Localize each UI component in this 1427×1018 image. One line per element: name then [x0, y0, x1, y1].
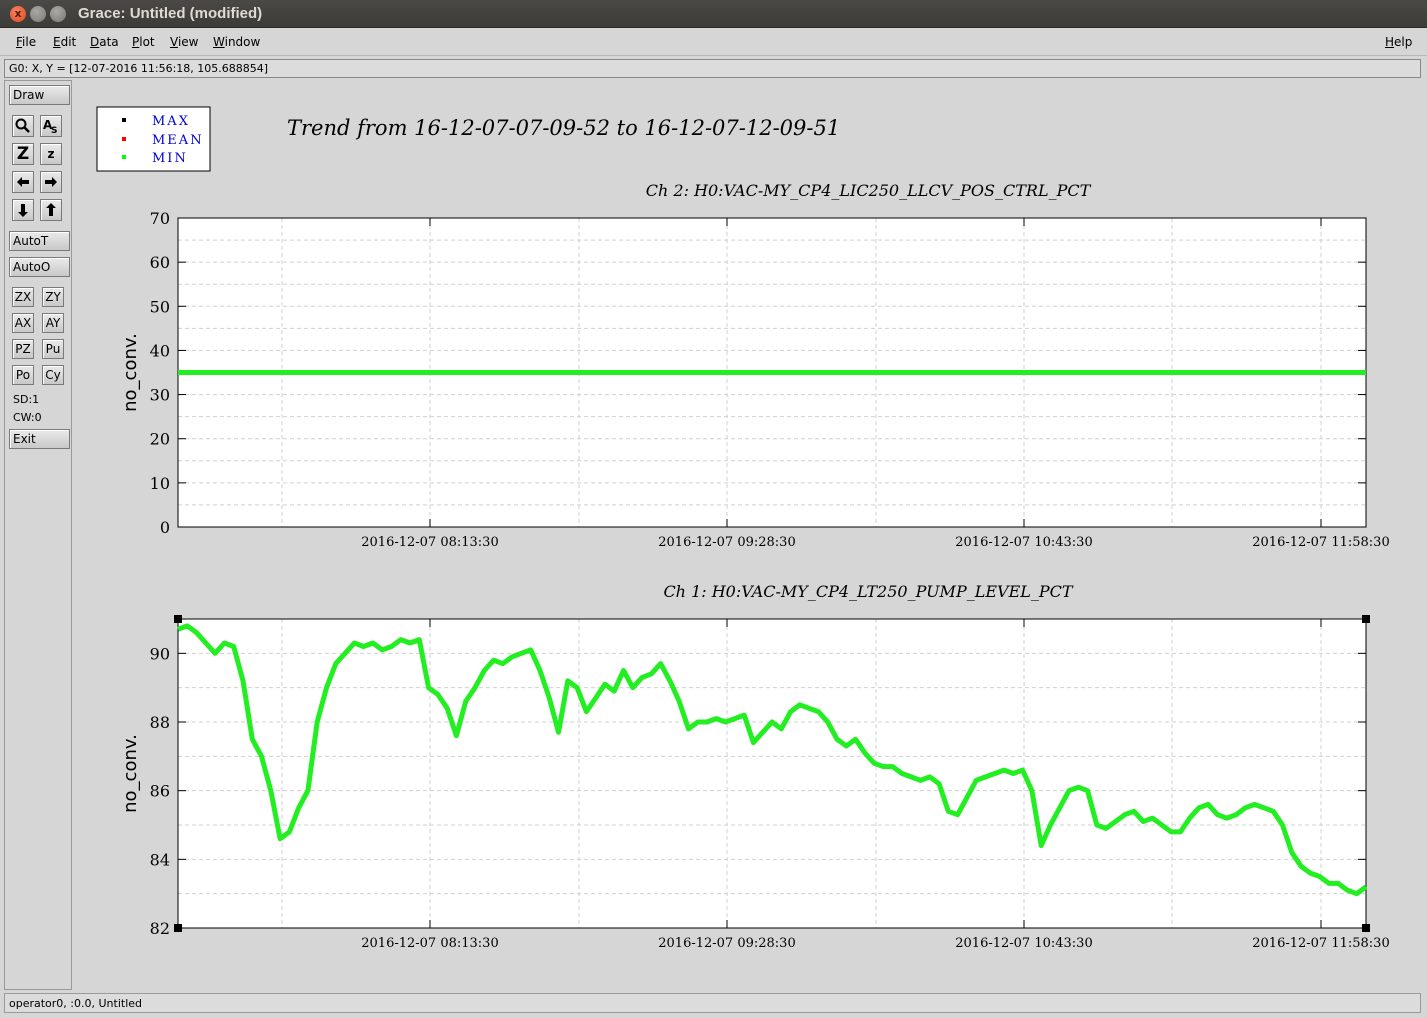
selection-handle: [1362, 924, 1370, 932]
down-arrow-icon[interactable]: [12, 199, 34, 221]
selection-handle: [174, 924, 182, 932]
x-tick-label: 2016-12-07 09:28:30: [658, 535, 795, 550]
legend-mean-marker: [122, 137, 126, 141]
y-tick-label: 82: [150, 919, 170, 938]
selection-handle: [1362, 615, 1370, 623]
y-tick-label: 88: [150, 713, 170, 732]
plot-canvas[interactable]: MAX MEAN MIN Trend from 16-12-07-07-09-5…: [74, 80, 1421, 990]
status-bar: operator0, :0.0, Untitled: [4, 993, 1421, 1013]
legend-min-marker: [122, 155, 126, 159]
ay-button[interactable]: AY: [42, 313, 64, 333]
left-arrow-icon[interactable]: [12, 171, 34, 193]
pz-button[interactable]: PZ: [12, 339, 34, 359]
legend-max-marker: [122, 118, 126, 122]
zy-button[interactable]: ZY: [42, 287, 64, 307]
menu-bar: File Edit Data Plot View Window Help: [0, 28, 1427, 56]
maximize-icon[interactable]: [50, 6, 66, 22]
pu-button[interactable]: Pu: [42, 339, 64, 359]
up-arrow-icon[interactable]: [40, 199, 62, 221]
y-tick-label: 10: [150, 474, 170, 493]
y-axis-label-2: no_conv.: [120, 734, 141, 813]
legend-min: MIN: [152, 151, 188, 166]
legend-mean: MEAN: [152, 133, 204, 148]
selection-handle: [174, 615, 182, 623]
series-line-2: [177, 623, 1368, 897]
right-arrow-icon[interactable]: [40, 171, 62, 193]
menu-help[interactable]: Help: [1385, 35, 1413, 49]
cy-button[interactable]: Cy: [42, 365, 64, 385]
svg-text:A: A: [43, 118, 53, 132]
x-tick-label: 2016-12-07 10:43:30: [955, 535, 1092, 550]
autot-button[interactable]: AutoT: [9, 231, 70, 251]
po-button[interactable]: Po: [12, 365, 34, 385]
menu-edit[interactable]: Edit: [53, 35, 77, 49]
x-tick-label: 2016-12-07 09:28:30: [658, 936, 795, 951]
chart-svg: MAX MEAN MIN Trend from 16-12-07-07-09-5…: [96, 106, 1390, 951]
menu-view[interactable]: View: [170, 35, 199, 49]
menu-file[interactable]: File: [16, 35, 37, 49]
y-tick-label: 84: [150, 850, 170, 869]
y-tick-label: 86: [150, 782, 170, 801]
zoom-icon[interactable]: [12, 115, 34, 137]
window-title: Grace: Untitled (modified): [78, 5, 263, 22]
menu-data[interactable]: Data: [90, 35, 119, 49]
y-tick-label: 90: [150, 644, 170, 663]
plot-title-2: Ch 1: H0:VAC-MY_CP4_LT250_PUMP_LEVEL_PCT: [663, 582, 1073, 601]
x-tick-label: 2016-12-07 10:43:30: [955, 936, 1092, 951]
plot-title-1: Ch 2: H0:VAC-MY_CP4_LIC250_LLCV_POS_CTRL…: [646, 181, 1092, 200]
y-tick-label: 60: [150, 253, 170, 272]
zoom-out-icon[interactable]: z: [40, 143, 62, 165]
ax-button[interactable]: AX: [12, 313, 34, 333]
x-tick-label: 2016-12-07 08:13:30: [361, 535, 498, 550]
y-tick-label: 0: [160, 518, 170, 537]
minimize-icon[interactable]: [30, 6, 46, 22]
cw-label: CW:0: [13, 411, 42, 424]
close-icon[interactable]: x: [10, 6, 26, 22]
x-tick-label: 2016-12-07 11:58:30: [1252, 936, 1389, 951]
y-tick-label: 50: [150, 297, 170, 316]
x-tick-label: 2016-12-07 08:13:30: [361, 936, 498, 951]
y-tick-label: 30: [150, 386, 170, 405]
y-tick-label: 20: [150, 430, 170, 449]
menu-plot[interactable]: Plot: [132, 35, 155, 49]
svg-text:S: S: [51, 126, 57, 136]
sd-label: SD:1: [13, 393, 40, 406]
x-tick-label: 2016-12-07 11:58:30: [1252, 535, 1389, 550]
legend-max: MAX: [152, 114, 190, 129]
legend: MAX MEAN MIN: [96, 106, 211, 172]
y-tick-label: 70: [150, 209, 170, 228]
title-bar: x Grace: Untitled (modified): [0, 0, 1427, 28]
zoom-in-icon[interactable]: Z: [12, 143, 34, 165]
zx-button[interactable]: ZX: [12, 287, 34, 307]
menu-window[interactable]: Window: [213, 35, 261, 49]
exit-button[interactable]: Exit: [9, 429, 70, 449]
locator-display: G0: X, Y = [12-07-2016 11:56:18, 105.688…: [4, 59, 1421, 78]
chart-title: Trend from 16-12-07-07-09-52 to 16-12-07…: [287, 116, 840, 140]
plot-frame-2: [177, 618, 1367, 929]
plot-area-2: [178, 619, 1366, 928]
y-axis-label-1: no_conv.: [120, 333, 141, 412]
draw-button[interactable]: Draw: [9, 85, 70, 105]
autoo-button[interactable]: AutoO: [9, 257, 70, 277]
y-tick-label: 40: [150, 341, 170, 360]
